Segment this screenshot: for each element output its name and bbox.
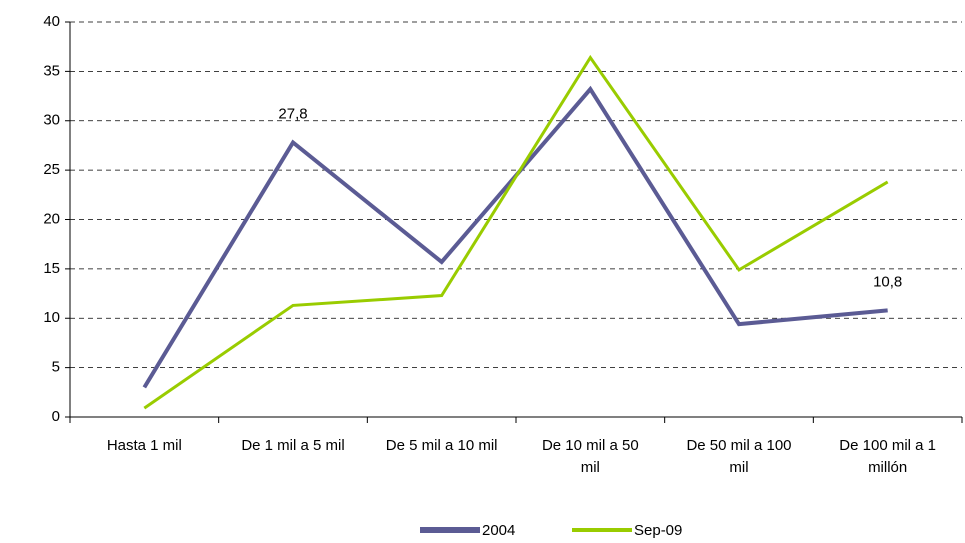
x-tick-label: De 100 mil a 1 millón (839, 437, 937, 476)
y-tick-label: 20 (43, 210, 60, 227)
x-tick-label: De 50 mil a 100 mil (686, 437, 792, 476)
data-label: 10,8 (873, 273, 902, 290)
x-tick-label: Hasta 1 mil (106, 437, 182, 454)
y-tick-label: 30 (43, 112, 60, 129)
legend-label: 2004 (482, 522, 515, 539)
y-tick-label: 35 (43, 62, 60, 79)
y-tick-label: 10 (43, 309, 60, 326)
y-tick-label: 15 (43, 260, 60, 277)
x-tick-label: De 1 mil a 5 mil (241, 437, 345, 454)
x-tick-label: De 5 mil a 10 mil (385, 437, 498, 454)
y-tick-label: 25 (43, 161, 60, 178)
legend-label: Sep-09 (634, 522, 682, 539)
y-tick-label: 40 (43, 13, 60, 30)
data-label: 27,8 (278, 105, 307, 122)
y-tick-label: 5 (52, 359, 60, 376)
x-tick-label: De 10 mil a 50 mil (541, 437, 639, 476)
series-line (143, 54, 889, 410)
y-tick-label: 0 (52, 408, 60, 425)
series-line (142, 85, 888, 389)
